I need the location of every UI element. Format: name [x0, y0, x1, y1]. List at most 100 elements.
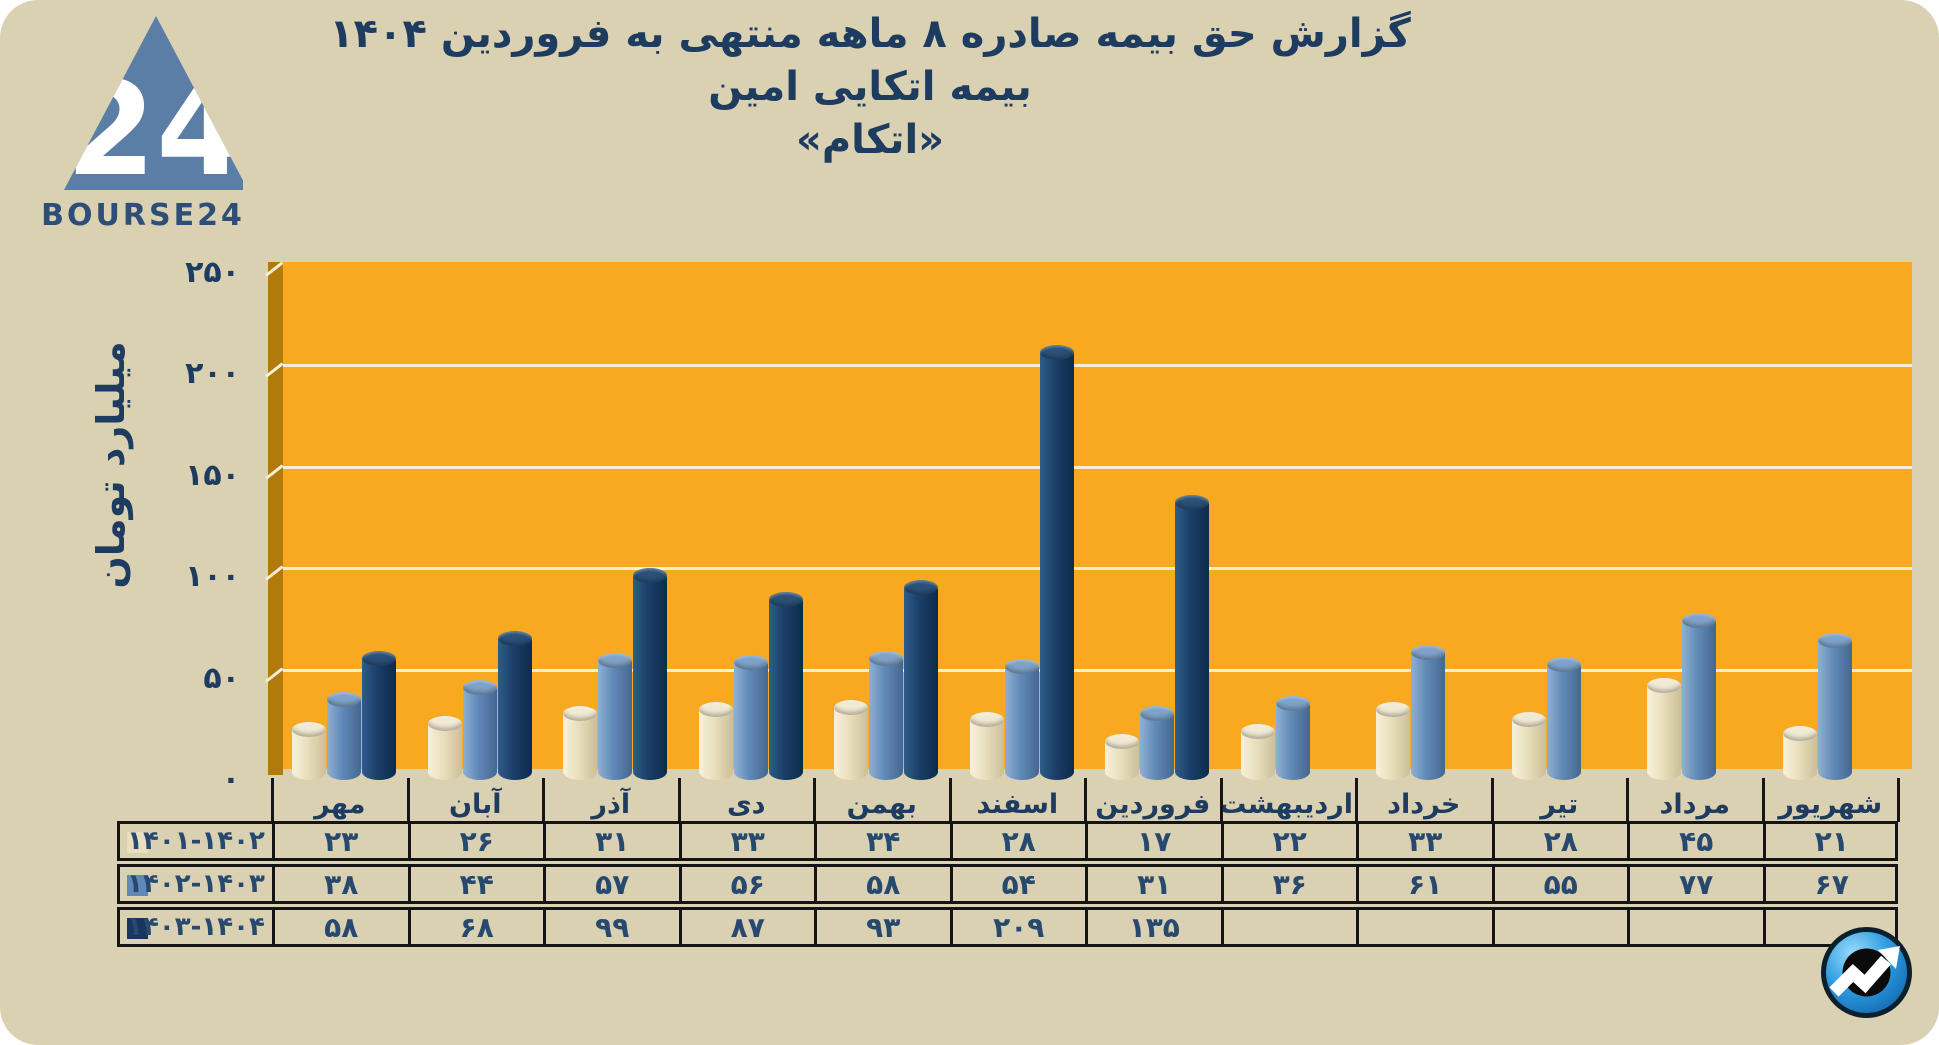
table-column-separator — [1220, 867, 1224, 901]
y-axis-tick-label: ۰ — [221, 762, 240, 797]
x-axis-category-label: اسفند — [976, 789, 1059, 820]
x-axis-separator-tick — [948, 778, 952, 822]
table-column-separator — [814, 867, 817, 901]
bar-top-cap — [869, 651, 903, 667]
table-column-separator — [678, 824, 682, 858]
bar-۱۴۰۲-۱۴۰۳-خرداد — [1411, 645, 1445, 780]
table-value-cell: ۵۵ — [1543, 867, 1578, 901]
bar-۱۴۰۱-۱۴۰۲-اسفند — [969, 712, 1004, 780]
x-axis-category-label: شهریور — [1778, 789, 1883, 820]
bar-۱۴۰۳-۱۴۰۴-فروردین — [1175, 494, 1209, 780]
bar-۱۴۰۱-۱۴۰۲-بهمن — [834, 699, 868, 780]
x-axis-category-label: فروردین — [1095, 789, 1211, 820]
table-value-cell: ۲۸ — [1001, 824, 1036, 858]
table-value-cell: ۲۳ — [324, 824, 359, 858]
x-axis-separator-tick — [1626, 778, 1629, 822]
table-value-cell: ۲۰۹ — [993, 910, 1045, 944]
series-name-label: ۱۴۰۳-۱۴۰۴ — [127, 912, 265, 942]
x-axis-separator-tick — [271, 778, 274, 822]
y-axis-tick-label: ۲۵۰ — [185, 254, 240, 290]
table-column-separator — [272, 867, 275, 901]
table-value-cell: ۱۷ — [1137, 824, 1172, 858]
y-axis-title: میلیارد تومان — [89, 341, 133, 589]
svg-text:24: 24 — [66, 53, 243, 192]
table-column-separator — [1491, 910, 1495, 944]
x-axis-separator-tick — [1355, 778, 1358, 822]
bar-۱۴۰۱-۱۴۰۲-آذر — [563, 706, 597, 780]
table-column-separator — [1220, 824, 1224, 858]
table-column-separator — [1085, 824, 1088, 858]
gridline — [283, 364, 1912, 367]
table-value-cell: ۹۹ — [595, 910, 630, 944]
bar-۱۴۰۳-۱۴۰۴-دی — [768, 592, 803, 780]
bar-top-cap — [969, 712, 1004, 728]
bar-top-cap — [1240, 724, 1275, 740]
table-value-cell: ۵۴ — [1001, 867, 1036, 901]
gridline — [283, 668, 1912, 672]
table-column-separator — [678, 867, 682, 901]
bar-top-cap — [1105, 734, 1139, 750]
x-axis-category-label: دی — [726, 789, 766, 820]
chart-title-line1: گزارش حق بیمه صادره ۸ ماهه منتهی به فرور… — [329, 11, 1411, 57]
bar-top-cap — [1004, 659, 1039, 675]
bar-top-cap — [292, 722, 326, 738]
bar-top-cap — [1175, 494, 1209, 510]
series-name-label: ۱۴۰۱-۱۴۰۲ — [127, 826, 265, 856]
table-value-cell: ۳۱ — [1137, 867, 1172, 901]
bar-top-cap — [1411, 645, 1445, 661]
bar-۱۴۰۲-۱۴۰۳-آبان — [462, 679, 497, 780]
x-axis-category-label: اردیبهشت — [1219, 789, 1353, 820]
bar-۱۴۰۱-۱۴۰۲-تیر — [1511, 712, 1546, 780]
trend-arrow-icon — [1820, 926, 1913, 1019]
bar-top-cap — [768, 592, 803, 608]
table-column-separator — [1491, 824, 1495, 858]
table-value-cell: ۳۴ — [866, 824, 901, 858]
table-column-separator — [1627, 867, 1630, 901]
table-row: ۱۴۰۳-۱۴۰۴ ۵۸ ۶۸ ۹۹ ۸۷ ۹۳ ۲۰۹ ۱۳۵ — [117, 907, 1898, 947]
table-column-separator — [272, 910, 275, 944]
bar-۱۴۰۲-۱۴۰۳-آذر — [598, 653, 632, 780]
table-row: ۱۴۰۱-۱۴۰۲ ۲۳ ۲۶ ۳۱ ۳۳ ۳۴ ۲۸ ۱۷ ۲۲ ۳۳ ۲۸ ۴۵ ۲۱ — [117, 821, 1898, 861]
table-column-separator — [949, 910, 953, 944]
table-column-separator — [1491, 867, 1495, 901]
bar-top-cap — [1682, 612, 1716, 628]
table-value-cell: ۳۱ — [595, 824, 630, 858]
gridline — [283, 567, 1912, 570]
x-axis-separator-tick — [1084, 778, 1087, 822]
table-value-cell: ۳۳ — [730, 824, 765, 858]
bar-۱۴۰۲-۱۴۰۳-مرداد — [1682, 612, 1716, 780]
table-value-cell — [1630, 910, 1763, 944]
bar-top-cap — [733, 655, 768, 671]
bar-top-cap — [1275, 695, 1310, 711]
bar-۱۴۰۲-۱۴۰۳-شهریور — [1817, 632, 1852, 780]
table-column-separator — [1762, 867, 1766, 901]
table-column-separator — [1762, 824, 1766, 858]
bar-۱۴۰۱-۱۴۰۲-مهر — [292, 722, 326, 780]
table-value-cell — [1495, 910, 1628, 944]
x-axis-separator-tick — [813, 778, 816, 822]
table-column-separator — [678, 910, 682, 944]
table-column-separator — [1627, 824, 1630, 858]
table-column-separator — [407, 824, 411, 858]
bar-۱۴۰۱-۱۴۰۲-شهریور — [1782, 726, 1817, 780]
table-value-cell: ۵۸ — [324, 910, 359, 944]
gridline — [283, 465, 1912, 469]
bar-top-cap — [904, 580, 938, 596]
bar-top-cap — [327, 691, 361, 707]
chart-title-line2: بیمه اتکایی امین — [708, 64, 1032, 110]
table-value-cell: ۵۷ — [595, 867, 630, 901]
bar-۱۴۰۱-۱۴۰۲-خرداد — [1376, 702, 1410, 780]
bar-top-cap — [1546, 657, 1581, 673]
bar-۱۴۰۱-۱۴۰۲-دی — [698, 702, 733, 780]
table-value-cell: ۹۳ — [866, 910, 901, 944]
table-column-separator — [949, 824, 953, 858]
table-column-separator — [543, 910, 546, 944]
bar-۱۴۰۲-۱۴۰۳-بهمن — [869, 651, 903, 780]
x-axis-category-label: بهمن — [846, 789, 917, 820]
plot-3d-wall — [268, 262, 283, 775]
table-value-cell: ۴۵ — [1679, 824, 1714, 858]
table-column-separator — [1627, 910, 1630, 944]
bar-۱۴۰۱-۱۴۰۲-آبان — [427, 716, 462, 780]
table-column-separator — [1356, 824, 1359, 858]
bar-۱۴۰۲-۱۴۰۳-فروردین — [1140, 706, 1174, 780]
